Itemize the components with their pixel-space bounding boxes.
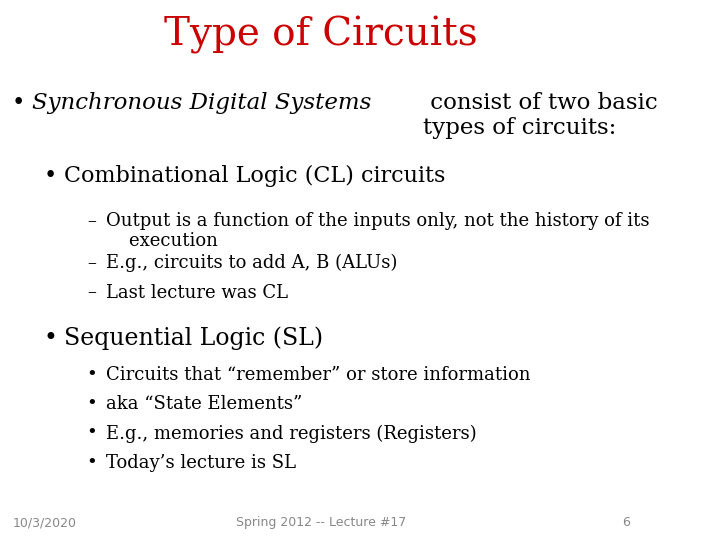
Text: •: •	[43, 165, 57, 187]
Text: Synchronous Digital Systems: Synchronous Digital Systems	[32, 92, 372, 114]
Text: E.g., circuits to add A, B (ALUs): E.g., circuits to add A, B (ALUs)	[106, 254, 397, 272]
Text: •: •	[86, 395, 97, 413]
Text: 10/3/2020: 10/3/2020	[13, 516, 77, 529]
Text: Output is a function of the inputs only, not the history of its
    execution: Output is a function of the inputs only,…	[106, 212, 649, 251]
Text: Combinational Logic (CL) circuits: Combinational Logic (CL) circuits	[64, 165, 446, 187]
Text: Last lecture was CL: Last lecture was CL	[106, 284, 288, 301]
Text: Spring 2012 -- Lecture #17: Spring 2012 -- Lecture #17	[236, 516, 406, 529]
Text: –: –	[87, 212, 96, 230]
Text: •: •	[12, 92, 24, 114]
Text: Today’s lecture is SL: Today’s lecture is SL	[106, 454, 296, 471]
Text: aka “State Elements”: aka “State Elements”	[106, 395, 302, 413]
Text: Type of Circuits: Type of Circuits	[164, 16, 478, 54]
Text: Circuits that “remember” or store information: Circuits that “remember” or store inform…	[106, 366, 531, 384]
Text: •: •	[86, 366, 97, 384]
Text: •: •	[43, 327, 57, 350]
Text: •: •	[86, 424, 97, 442]
Text: –: –	[87, 254, 96, 272]
Text: 6: 6	[621, 516, 629, 529]
Text: –: –	[87, 284, 96, 301]
Text: E.g., memories and registers (Registers): E.g., memories and registers (Registers)	[106, 424, 477, 443]
Text: Sequential Logic (SL): Sequential Logic (SL)	[64, 327, 323, 350]
Text: consist of two basic
types of circuits:: consist of two basic types of circuits:	[423, 92, 657, 139]
Text: •: •	[86, 454, 97, 471]
